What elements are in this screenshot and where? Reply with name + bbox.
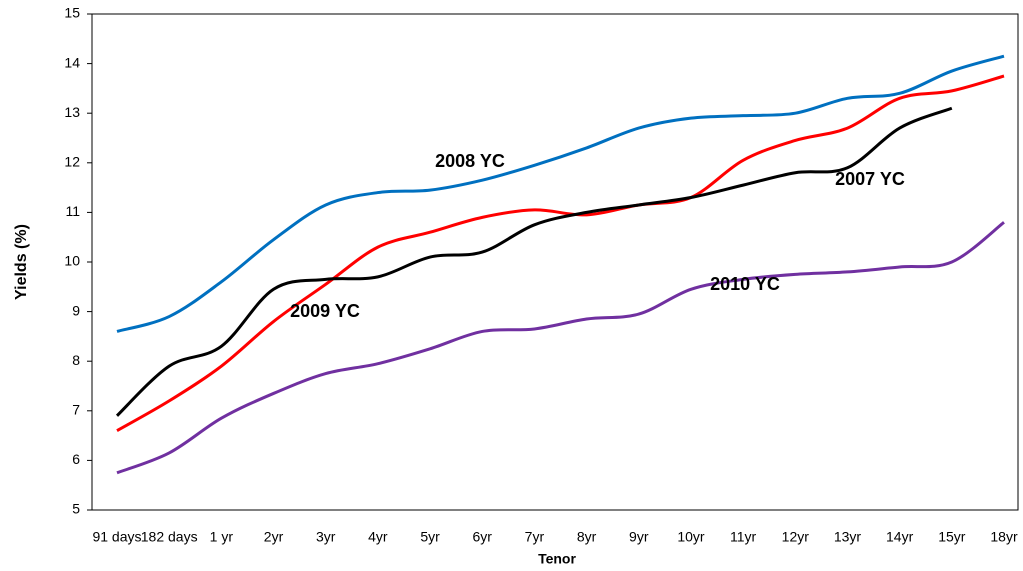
series-label: 2008 YC [435,151,505,171]
x-tick-label: 18yr [990,529,1018,545]
y-tick-label: 12 [64,154,80,170]
x-tick-label: 7yr [525,529,545,545]
y-tick-label: 6 [72,451,80,467]
y-tick-label: 15 [64,5,80,21]
x-tick-label: 9yr [629,529,649,545]
series-line [116,54,1005,333]
plot-frame [91,13,1019,511]
y-tick-label: 5 [72,501,80,517]
x-tick-label: 2yr [264,529,284,545]
x-tick-label: 12yr [782,529,810,545]
y-tick-label: 8 [72,352,80,368]
y-tick-label: 14 [64,54,80,70]
series-line [115,106,953,417]
x-tick-label: 3yr [316,529,336,545]
y-axis-title: Yields (%) [13,224,30,300]
x-tick-label: 1 yr [210,529,234,545]
x-tick-label: 6yr [473,529,493,545]
y-tick-label: 9 [72,302,80,318]
x-tick-label: 8yr [577,529,597,545]
x-tick-label: 91 days [92,529,141,545]
series-label: 2007 YC [835,169,905,189]
x-tick-label: 11yr [730,529,757,545]
x-tick-label: 5yr [420,529,440,545]
y-tick-label: 11 [65,203,80,219]
x-tick-label: 15yr [938,529,966,545]
y-tick-label: 10 [64,253,80,269]
x-tick-label: 4yr [368,529,388,545]
x-tick-label: 14yr [886,529,914,545]
series-line [116,221,1005,475]
series-line [116,74,1005,432]
x-tick-label: 182 days [141,529,198,545]
y-tick-label: 13 [64,104,80,120]
x-axis-title: Tenor [538,551,576,567]
x-tick-label: 10yr [677,529,705,545]
series-label: 2010 YC [710,274,780,294]
y-tick-label: 7 [72,402,80,418]
series-label: 2009 YC [290,301,360,321]
x-tick-label: 13yr [834,529,862,545]
